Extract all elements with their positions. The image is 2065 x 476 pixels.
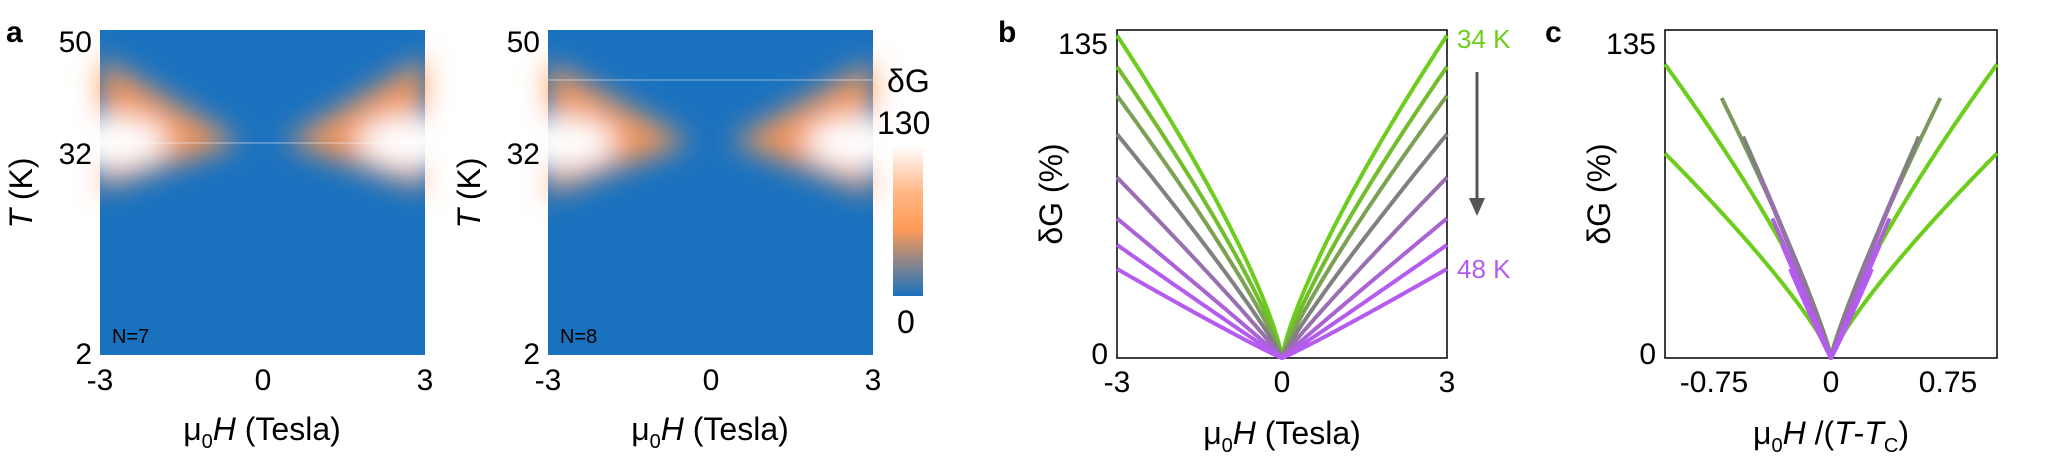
heatmap-n7-hotspots xyxy=(57,58,468,190)
heatmap-n7-xtick-0: 0 xyxy=(255,364,272,397)
colorbar-min-label: 0 xyxy=(897,304,915,340)
panel-c-ytick-0: 0 xyxy=(1639,338,1656,371)
panel-c-curve-44k xyxy=(1770,217,1892,360)
heatmap-n8-ytick-2: 2 xyxy=(523,338,540,371)
heatmap-n7: N=7 50 32 2 -3 0 3 μ0H (Tesla) T (K) xyxy=(3,26,468,453)
panel-c-chart: 135 0 -0.75 0 0.75 μ0H /(T-TC) δG (%) xyxy=(1581,28,1999,457)
panel-b-chart: 135 0 -3 0 3 μ0H (Tesla) δG (%) 34 K 48 … xyxy=(1033,24,1511,457)
panel-label-c: c xyxy=(1545,16,1562,49)
heatmap-n7-left-peak xyxy=(57,116,167,168)
panel-b-arrow-head-icon xyxy=(1469,198,1485,216)
panel-b-xtick-0: 0 xyxy=(1274,366,1291,399)
panel-c-xlabel: μ0H /(T-TC) xyxy=(1753,415,1909,457)
panel-c-curve-48k xyxy=(1788,268,1874,360)
heatmap-n8-left-peak xyxy=(505,117,615,169)
panel-c-xtick-0: 0 xyxy=(1823,366,1840,399)
panel-b-arrow-bottom-label: 48 K xyxy=(1457,254,1511,284)
heatmap-n8-right-peak xyxy=(806,117,916,169)
heatmap-n8-ytick-32: 32 xyxy=(507,138,540,171)
panel-c-curve-36k xyxy=(1663,151,1999,360)
heatmap-n8-xlabel: μ0H (Tesla) xyxy=(631,411,789,453)
panel-b-ytick-0: 0 xyxy=(1091,338,1108,371)
heatmap-n8-xtick-0: 0 xyxy=(703,364,720,397)
panel-b-curves xyxy=(1115,34,1449,360)
panel-c-xtick-neg075: -0.75 xyxy=(1680,366,1748,399)
heatmap-n8: N=8 50 32 2 -3 0 3 μ0H (Tesla) T (K) xyxy=(451,26,916,453)
heatmap-n8-inset-label: N=8 xyxy=(560,326,597,348)
heatmap-n7-xtick-neg3: -3 xyxy=(87,364,114,397)
colorbar: δG 130 0 xyxy=(877,63,930,340)
panel-b-xtick-neg3: -3 xyxy=(1104,366,1131,399)
colorbar-title: δG xyxy=(887,63,930,99)
heatmap-n8-background xyxy=(548,30,873,355)
heatmap-n7-xtick-3: 3 xyxy=(417,364,434,397)
panel-c-curve-34k xyxy=(1663,63,1999,360)
heatmap-n8-xtick-neg3: -3 xyxy=(535,364,562,397)
panel-c-frame xyxy=(1664,29,1998,359)
heatmap-n7-ylabel: T (K) xyxy=(3,157,39,228)
heatmap-n7-xlabel: μ0H (Tesla) xyxy=(183,411,341,453)
panel-b-ylabel: δG (%) xyxy=(1033,143,1069,244)
colorbar-max-label: 130 xyxy=(877,105,930,141)
heatmap-n7-ytick-2: 2 xyxy=(75,338,92,371)
panel-label-a: a xyxy=(6,16,23,49)
panel-b-xlabel: μ0H (Tesla) xyxy=(1203,415,1361,457)
panel-b-curve-48k xyxy=(1116,267,1449,360)
panel-b-curve-42k xyxy=(1115,176,1449,360)
heatmap-n8-ytick-50: 50 xyxy=(507,26,540,59)
panel-b-xtick-3: 3 xyxy=(1439,366,1456,399)
panel-c-curve-42k xyxy=(1758,176,1904,360)
panel-b-arrow-top-label: 34 K xyxy=(1457,24,1511,54)
panel-c-curve-38k xyxy=(1719,97,1943,360)
heatmap-n8-hotspots xyxy=(505,62,916,195)
panel-c-ylabel: δG (%) xyxy=(1581,143,1617,244)
heatmap-n7-inset-label: N=7 xyxy=(112,326,149,348)
heatmap-n7-background xyxy=(100,30,425,355)
heatmap-n7-right-peak xyxy=(358,116,468,168)
panel-c-xtick-075: 0.75 xyxy=(1919,366,1977,399)
panel-label-b: b xyxy=(998,16,1016,49)
panel-b-ytick-135: 135 xyxy=(1058,28,1108,61)
heatmap-n7-ytick-32: 32 xyxy=(59,138,92,171)
panel-c-curves xyxy=(1663,63,1999,360)
panel-c-curve-40k xyxy=(1741,135,1921,360)
colorbar-gradient xyxy=(893,146,923,296)
heatmap-n8-ylabel: T (K) xyxy=(451,157,487,228)
heatmap-n7-ytick-50: 50 xyxy=(59,26,92,59)
heatmap-n8-xtick-3: 3 xyxy=(865,364,882,397)
panel-c-ytick-135: 135 xyxy=(1606,28,1656,61)
panel-b-curve-44k xyxy=(1115,216,1449,360)
